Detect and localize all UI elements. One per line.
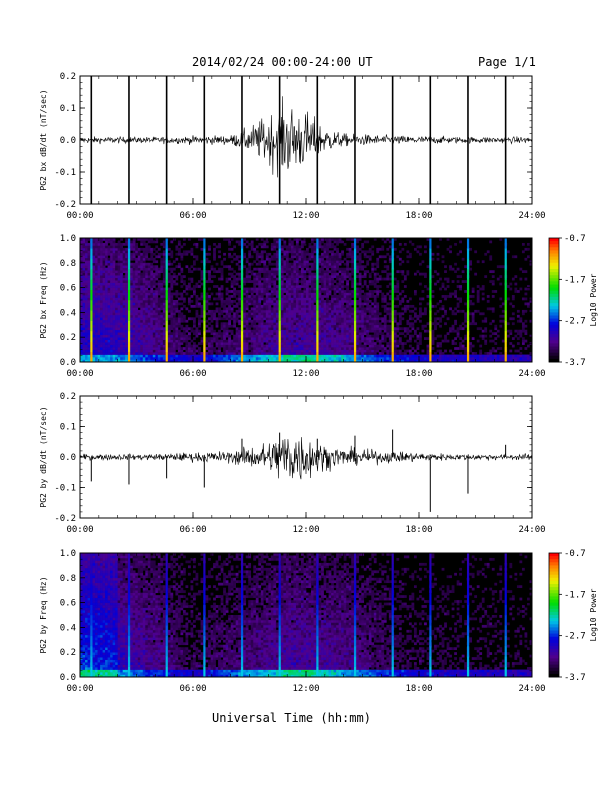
- spectral-line-1: [90, 238, 93, 363]
- signal-trace: [79, 96, 533, 178]
- panel-2: [79, 237, 562, 363]
- y-tick-label: 0.4: [60, 308, 76, 318]
- y-tick-label: 0.0: [60, 136, 76, 146]
- spectral-line-3: [165, 553, 168, 678]
- x-tick-label: 12:00: [292, 369, 319, 379]
- colorbar-tick-label: -0.7: [564, 234, 586, 244]
- y-tick-label: 0.6: [60, 284, 76, 294]
- x-tick-label: 24:00: [518, 211, 545, 221]
- y-tick-label: 0.0: [60, 358, 76, 368]
- colorbar-tick-label: -2.7: [564, 632, 586, 642]
- x-tick-label: 06:00: [179, 369, 206, 379]
- y-axis-label: PG2 by dB/dt (nT/sec): [39, 406, 48, 507]
- y-tick-label: 0.6: [60, 599, 76, 609]
- spectral-line-7: [316, 553, 319, 678]
- colorbar-tick-label: -2.7: [564, 317, 586, 327]
- colorbar-tick-label: -1.7: [564, 590, 586, 600]
- signal-trace: [79, 437, 533, 480]
- spectral-line-2: [127, 238, 131, 363]
- x-tick-label: 24:00: [518, 369, 545, 379]
- colorbar-2: [548, 237, 562, 363]
- y-tick-label: 0.1: [60, 423, 76, 433]
- panel-1: [79, 75, 533, 205]
- y-tick-label: 0.2: [60, 72, 76, 82]
- colorbar-4: [548, 552, 562, 678]
- y-tick-label: 0.0: [60, 673, 76, 683]
- panel-3: [79, 395, 533, 519]
- spectral-line-2: [127, 553, 131, 678]
- spectral-line-4: [203, 553, 206, 678]
- x-tick-label: 12:00: [292, 211, 319, 221]
- spectral-line-8: [353, 553, 357, 678]
- panel-4: [79, 552, 562, 678]
- spectral-line-11: [466, 553, 470, 678]
- x-tick-label: 18:00: [405, 211, 432, 221]
- y-tick-label: 0.0: [60, 453, 76, 463]
- x-tick-label: 24:00: [518, 525, 545, 535]
- y-tick-label: 0.2: [60, 648, 76, 658]
- x-tick-label: 18:00: [405, 684, 432, 694]
- spectral-line-12: [504, 553, 507, 678]
- y-tick-label: 0.1: [60, 104, 76, 114]
- spectral-line-9: [391, 238, 394, 363]
- x-tick-label: 12:00: [292, 525, 319, 535]
- spectral-line-5: [240, 553, 244, 678]
- x-axis-title: Universal Time (hh:mm): [212, 711, 371, 725]
- y-tick-label: 0.8: [60, 259, 76, 269]
- spectral-line-8: [353, 238, 357, 363]
- spectral-line-5: [240, 238, 244, 363]
- y-tick-label: -0.2: [54, 200, 76, 210]
- page-title: 2014/02/24 00:00-24:00 UT: [192, 55, 373, 69]
- x-tick-label: 00:00: [66, 525, 93, 535]
- y-axis-label: PG2 by Freq (Hz): [39, 576, 48, 653]
- x-tick-label: 06:00: [179, 525, 206, 535]
- spectral-line-9: [391, 553, 394, 678]
- spectral-line-12: [504, 238, 507, 363]
- x-tick-label: 00:00: [66, 369, 93, 379]
- x-tick-label: 18:00: [405, 369, 432, 379]
- y-tick-label: 0.8: [60, 574, 76, 584]
- y-tick-label: -0.1: [54, 168, 76, 178]
- y-tick-label: 0.2: [60, 392, 76, 402]
- x-tick-label: 18:00: [405, 525, 432, 535]
- y-axis-label: PG2 bx dB/dt (nT/sec): [39, 89, 48, 190]
- colorbar-tick-label: -1.7: [564, 275, 586, 285]
- x-tick-label: 12:00: [292, 684, 319, 694]
- x-tick-label: 06:00: [179, 211, 206, 221]
- y-tick-label: 1.0: [60, 549, 76, 559]
- colorbar-label: Log10 Power: [589, 588, 598, 641]
- x-tick-label: 00:00: [66, 211, 93, 221]
- colorbar-tick-label: -3.7: [564, 673, 586, 683]
- colorbar-tick-label: -3.7: [564, 358, 586, 368]
- colorbar-frame: [548, 552, 560, 678]
- plot-background: [80, 396, 532, 518]
- y-tick-label: -0.1: [54, 484, 76, 494]
- spectral-line-11: [466, 238, 470, 363]
- spectral-line-6: [278, 553, 281, 678]
- page-number: Page 1/1: [478, 55, 536, 69]
- y-tick-label: 0.2: [60, 333, 76, 343]
- spectral-line-4: [203, 238, 206, 363]
- y-axis-label: PG2 bx Freq (Hz): [39, 261, 48, 338]
- x-tick-label: 24:00: [518, 684, 545, 694]
- x-tick-label: 06:00: [179, 684, 206, 694]
- y-tick-label: -0.2: [54, 514, 76, 524]
- colorbar-tick-label: -0.7: [564, 549, 586, 559]
- spectral-line-10: [429, 238, 432, 363]
- spectral-line-10: [429, 553, 432, 678]
- y-tick-label: 0.4: [60, 623, 76, 633]
- spectral-line-6: [278, 238, 281, 363]
- spectral-line-3: [165, 238, 168, 363]
- spectral-line-7: [316, 238, 319, 363]
- spectral-line-1: [90, 553, 93, 678]
- colorbar-frame: [548, 237, 560, 363]
- y-tick-label: 1.0: [60, 234, 76, 244]
- x-tick-label: 00:00: [66, 684, 93, 694]
- colorbar-label: Log10 Power: [589, 273, 598, 326]
